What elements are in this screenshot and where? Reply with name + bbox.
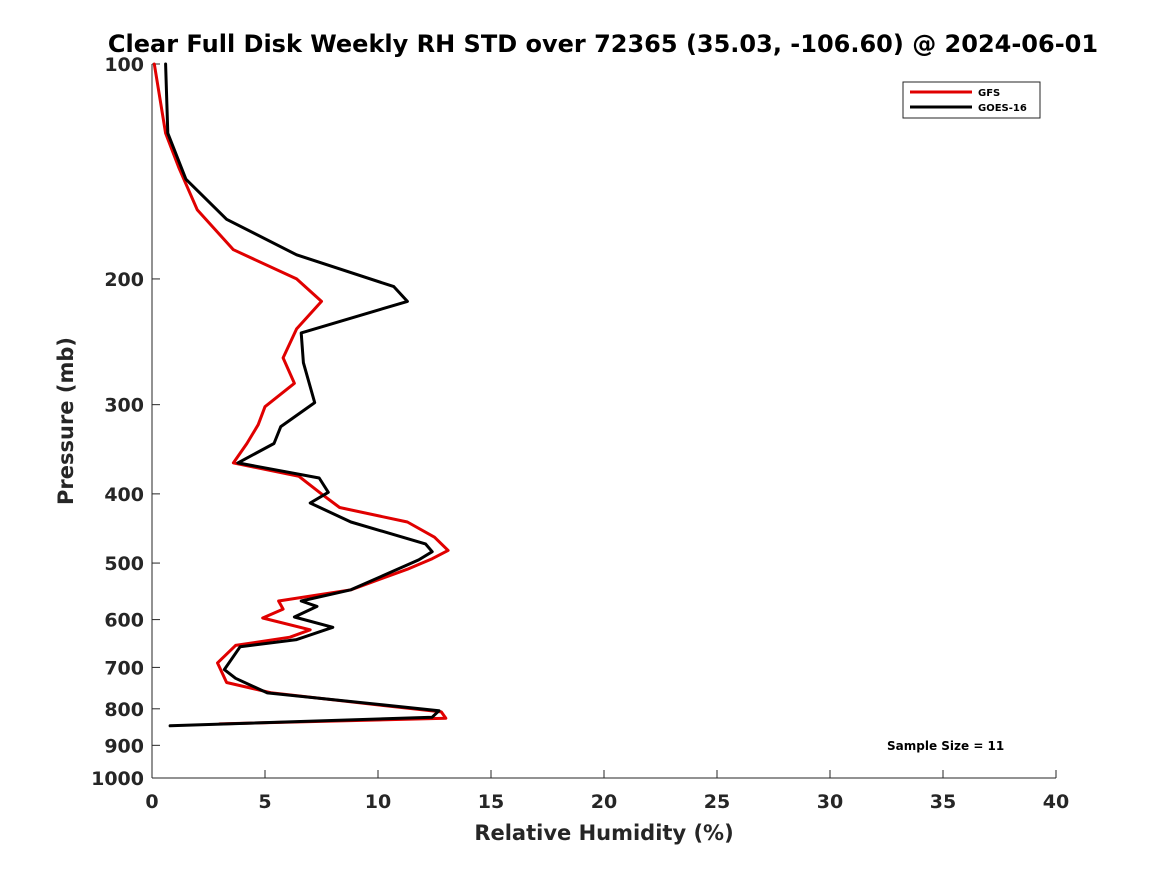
axes: 0 5 10 15 20 25 30 35 40 100 200 300 400 500 600 700 800… — [91, 54, 1069, 813]
x-tick-label: 40 — [1043, 791, 1069, 813]
x-tick-label: 0 — [145, 791, 158, 813]
series-line-gfs — [152, 62, 450, 726]
y-axis-label: Pressure (mb) — [54, 337, 78, 505]
y-tick-label: 500 — [104, 553, 144, 575]
x-tick-label: 30 — [817, 791, 843, 813]
legend-box — [902, 81, 1041, 119]
y-tick-label: 1000 — [91, 768, 144, 790]
x-tick-label: 15 — [478, 791, 504, 813]
legend-label-gfs: GFS — [978, 88, 1000, 99]
x-tick-label: 25 — [704, 791, 730, 813]
series-lines — [152, 62, 450, 728]
y-tick-label: 300 — [104, 395, 144, 417]
sample-size-annotation: Sample Size = 11 — [887, 739, 1004, 753]
x-tick-label: 20 — [591, 791, 617, 813]
y-tick-label: 600 — [104, 610, 144, 632]
legend-label-goes16: GOES-16 — [978, 103, 1027, 114]
x-tick-label: 5 — [258, 791, 271, 813]
legend: GFS GOES-16 — [902, 81, 1041, 119]
x-axis-label: Relative Humidity (%) — [474, 821, 733, 845]
y-tick-label: 200 — [104, 269, 144, 291]
y-tick-label: 900 — [104, 735, 144, 757]
y-tick-label: 100 — [104, 54, 144, 76]
x-tick-label: 10 — [365, 791, 391, 813]
y-tick-label: 400 — [104, 484, 144, 506]
x-tick-label: 35 — [930, 791, 956, 813]
series-line-goes16 — [164, 62, 441, 728]
y-tick-label: 800 — [104, 699, 144, 721]
chart-title: Clear Full Disk Weekly RH STD over 72365… — [108, 30, 1098, 58]
y-tick-label: 700 — [104, 657, 144, 679]
